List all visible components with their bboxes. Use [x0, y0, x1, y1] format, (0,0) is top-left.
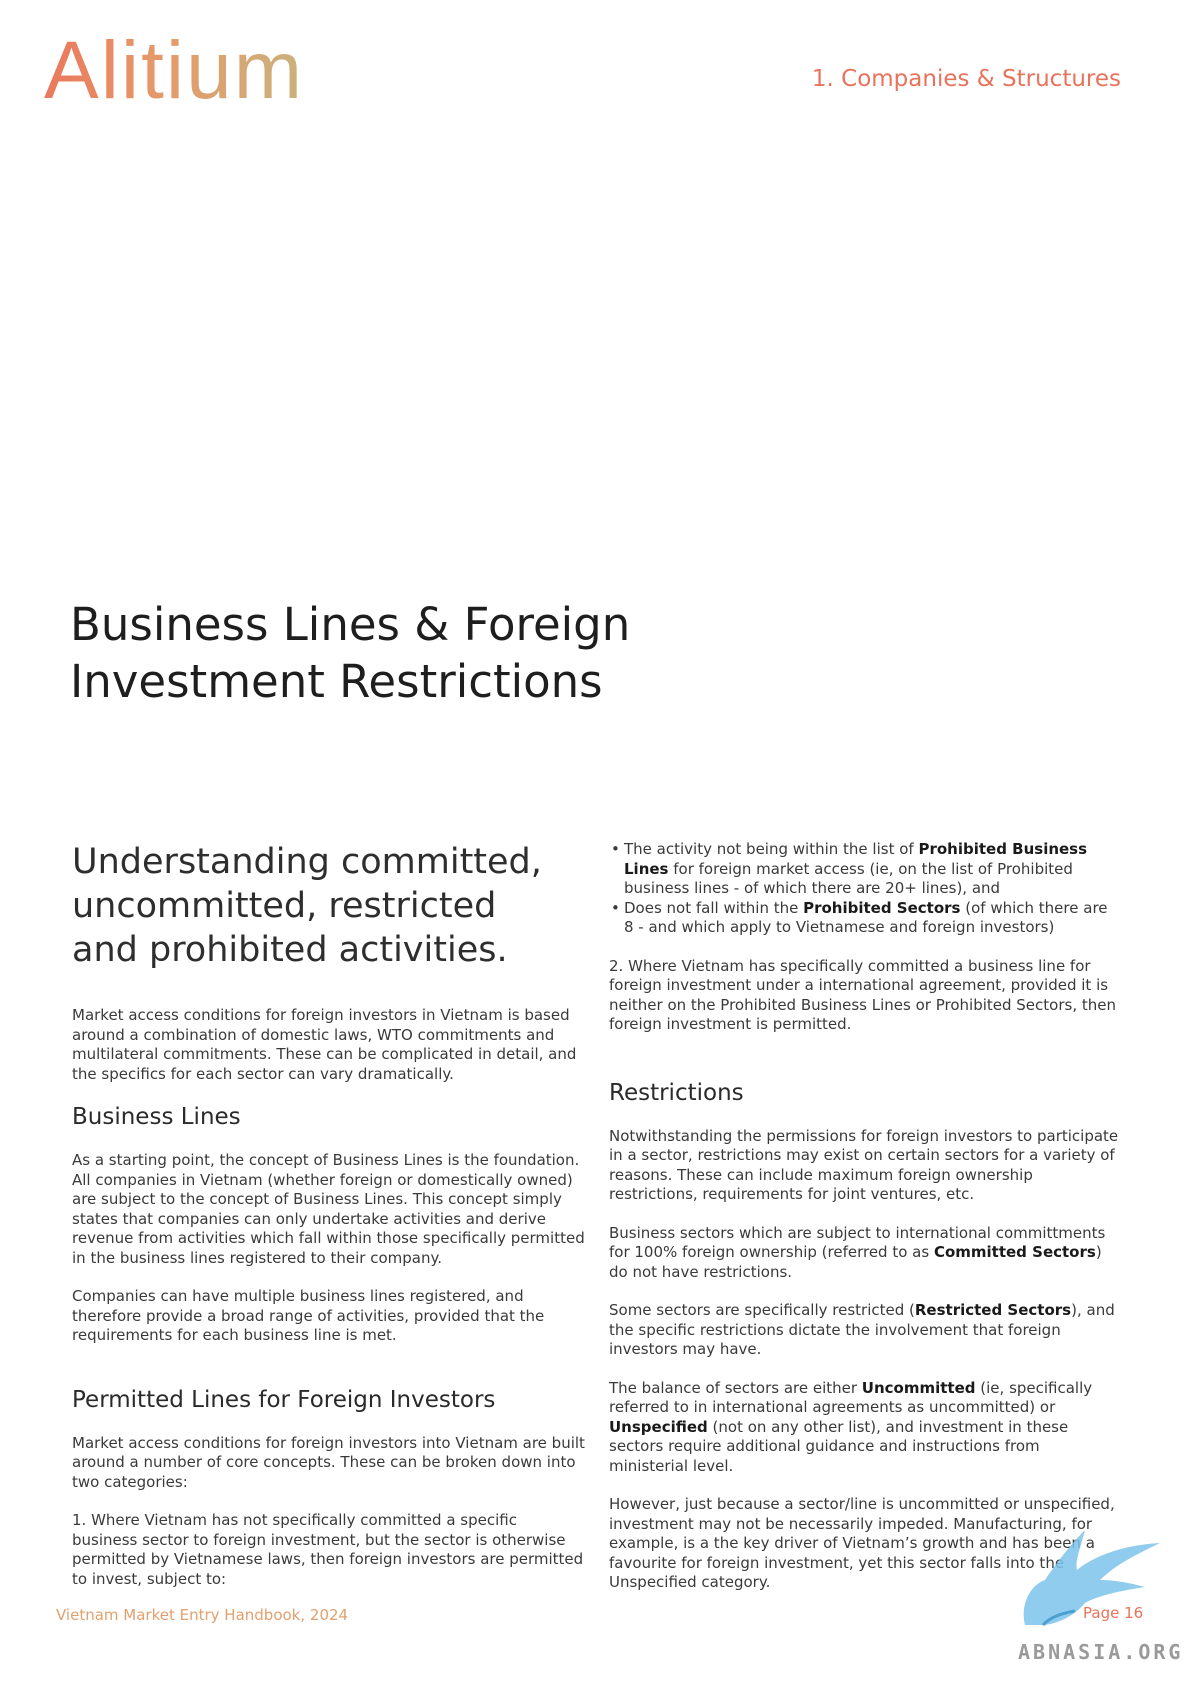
brand-logo: Alitium: [44, 25, 305, 116]
permitted-lines-paragraph-2: 1. Where Vietnam has not specifically co…: [72, 1511, 584, 1588]
bullet-bold-term: Prohibited Sectors: [803, 898, 961, 917]
restrictions-paragraph-2: Business sectors which are subject to in…: [609, 1224, 1119, 1283]
bold-term: Committed Sectors: [933, 1243, 1096, 1261]
paragraph-text: The balance of sectors are either: [609, 1378, 862, 1397]
section-label: 1. Companies & Structures: [811, 66, 1121, 92]
business-lines-heading: Business Lines: [72, 1104, 241, 1130]
intro-paragraph: Market access conditions for foreign inv…: [72, 1006, 577, 1083]
subtitle-line-2: uncommitted, restricted: [72, 886, 497, 926]
restrictions-paragraph-3: Some sectors are specifically restricted…: [609, 1301, 1119, 1360]
paragraph-text: ) do not have restrictions.: [609, 1243, 1102, 1281]
paragraph-text: Some sectors are specifically restricted…: [609, 1301, 915, 1319]
bullet-bold-term: Prohibited Business Lines: [624, 840, 1088, 878]
paragraph-text: Business sectors which are subject to in…: [609, 1223, 1106, 1262]
bird-icon: [1023, 1530, 1160, 1627]
bullet-text: Does not fall within the: [624, 898, 804, 917]
subtitle-line-1: Understanding committed,: [72, 842, 542, 882]
paragraph-text: (ie, specifically referred to in interna…: [609, 1378, 1093, 1417]
restrictions-paragraph-1: Notwithstanding the permissions for fore…: [609, 1126, 1119, 1204]
bullet-text: (of which there are 8 - and which apply …: [624, 898, 1108, 937]
list-item: The activity not being within the list o…: [609, 840, 1119, 899]
conditions-list: The activity not being within the list o…: [609, 840, 1119, 938]
right-column: The activity not being within the list o…: [609, 840, 1119, 1612]
bold-term: Uncommitted: [861, 1378, 976, 1397]
bold-term: Restricted Sectors: [914, 1301, 1072, 1319]
restrictions-paragraph-5: However, just because a sector/line is u…: [609, 1495, 1115, 1591]
left-column: Understanding committed, uncommitted, re…: [72, 840, 587, 1608]
page-title-line-2: Investment Restrictions: [70, 655, 603, 708]
permitted-lines-paragraph-1: Market access conditions for foreign inv…: [72, 1433, 585, 1491]
bullet-text: for foreign market access (ie, on the li…: [624, 859, 1073, 898]
paragraph-text: (not on any other list), and investment …: [609, 1417, 1069, 1475]
paragraph-text: ), and the specific restrictions dictate…: [609, 1301, 1115, 1358]
footer-handbook-title: Vietnam Market Entry Handbook, 2024: [56, 1606, 349, 1624]
subtitle-line-3: and prohibited activities.: [72, 930, 508, 970]
restrictions-heading: Restrictions: [609, 1079, 744, 1106]
bold-term: Unspecified: [609, 1417, 708, 1436]
page-title-line-1: Business Lines & Foreign: [70, 598, 631, 651]
business-lines-paragraph-2: Companies can have multiple business lin…: [72, 1287, 545, 1344]
permitted-lines-heading: Permitted Lines for Foreign Investors: [72, 1386, 496, 1413]
page-number: Page 16: [1083, 1604, 1144, 1622]
watermark-text: ABNASIA.ORG: [1018, 1640, 1184, 1664]
business-lines-paragraph-1: As a starting point, the concept of Busi…: [72, 1151, 585, 1267]
section-subtitle: Understanding committed, uncommitted, re…: [72, 840, 587, 972]
bullet-text: The activity not being within the list o…: [624, 840, 919, 858]
restrictions-paragraph-4: The balance of sectors are either Uncomm…: [609, 1379, 1119, 1477]
list-item: Does not fall within the Prohibited Sect…: [609, 899, 1119, 938]
page-title: Business Lines & Foreign Investment Rest…: [70, 596, 630, 710]
committed-paragraph: 2. Where Vietnam has specifically commit…: [609, 956, 1116, 1034]
